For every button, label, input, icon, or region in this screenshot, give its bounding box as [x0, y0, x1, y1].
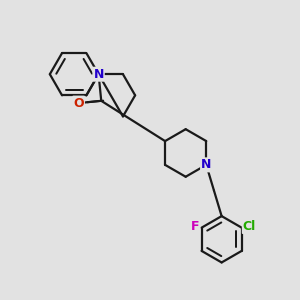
- Text: Cl: Cl: [243, 220, 256, 233]
- Text: F: F: [191, 220, 199, 233]
- Text: N: N: [201, 158, 211, 171]
- Text: O: O: [73, 97, 84, 110]
- Text: N: N: [93, 68, 104, 81]
